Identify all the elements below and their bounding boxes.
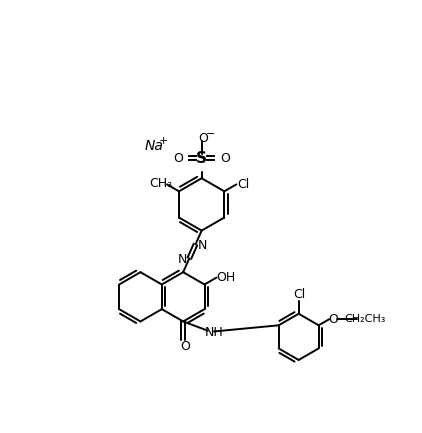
Text: N: N <box>198 239 207 252</box>
Text: N: N <box>178 252 187 265</box>
Text: O: O <box>173 152 184 165</box>
Text: Cl: Cl <box>293 288 306 301</box>
Text: +: + <box>159 136 169 145</box>
Text: O: O <box>328 313 338 326</box>
Text: Na: Na <box>144 139 163 153</box>
Text: CH₃: CH₃ <box>149 177 172 190</box>
Text: O: O <box>180 340 189 353</box>
Text: Cl: Cl <box>237 178 249 191</box>
Text: NH: NH <box>205 326 223 339</box>
Text: −: − <box>206 129 215 139</box>
Text: CH₂CH₃: CH₂CH₃ <box>344 314 385 324</box>
Text: OH: OH <box>216 271 235 284</box>
Text: O: O <box>220 152 230 165</box>
Text: O: O <box>198 132 208 145</box>
Text: S: S <box>196 151 207 166</box>
